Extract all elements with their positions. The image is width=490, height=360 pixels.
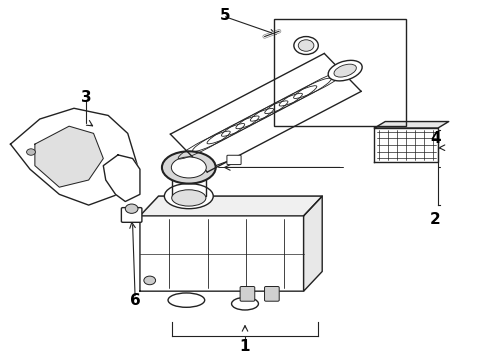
- Polygon shape: [10, 108, 138, 205]
- Text: 2: 2: [430, 212, 441, 227]
- Polygon shape: [140, 196, 322, 216]
- Ellipse shape: [172, 190, 206, 206]
- Text: 5: 5: [220, 8, 231, 23]
- Polygon shape: [374, 122, 449, 128]
- FancyBboxPatch shape: [240, 287, 255, 301]
- Ellipse shape: [164, 184, 213, 209]
- Ellipse shape: [172, 157, 206, 178]
- Ellipse shape: [232, 297, 258, 310]
- Bar: [274, 19, 406, 126]
- Polygon shape: [374, 128, 438, 162]
- Text: 3: 3: [81, 90, 92, 105]
- Ellipse shape: [334, 64, 356, 77]
- Ellipse shape: [168, 293, 205, 307]
- Circle shape: [125, 204, 138, 213]
- Circle shape: [144, 276, 156, 285]
- Text: 6: 6: [130, 293, 141, 308]
- Circle shape: [294, 37, 318, 54]
- Text: 1: 1: [240, 339, 250, 354]
- FancyBboxPatch shape: [265, 287, 279, 301]
- Polygon shape: [140, 196, 322, 291]
- Circle shape: [298, 40, 314, 51]
- Polygon shape: [304, 196, 322, 291]
- FancyBboxPatch shape: [227, 155, 241, 165]
- Polygon shape: [171, 53, 361, 172]
- Ellipse shape: [328, 60, 362, 81]
- Text: 4: 4: [430, 131, 441, 146]
- Circle shape: [26, 149, 35, 155]
- FancyBboxPatch shape: [122, 208, 142, 222]
- Polygon shape: [103, 155, 140, 202]
- Ellipse shape: [162, 151, 216, 184]
- Polygon shape: [35, 126, 103, 187]
